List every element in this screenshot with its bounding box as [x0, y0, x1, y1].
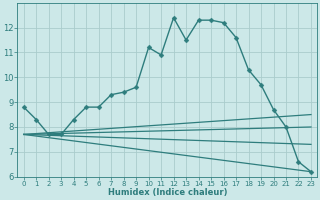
X-axis label: Humidex (Indice chaleur): Humidex (Indice chaleur)	[108, 188, 227, 197]
